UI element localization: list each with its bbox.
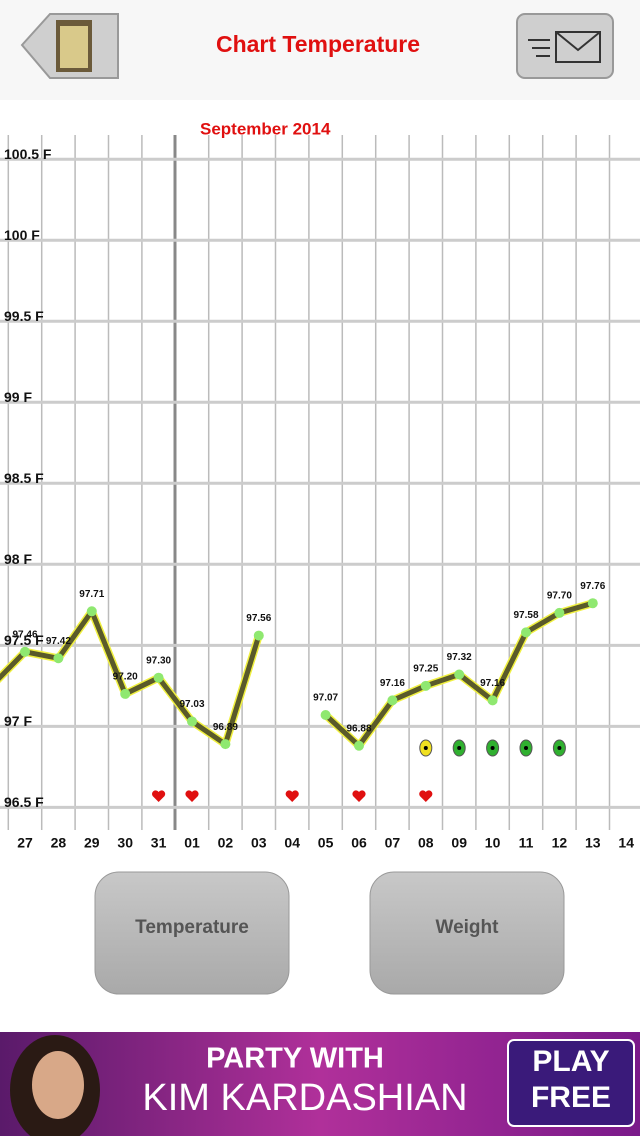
point <box>320 709 331 720</box>
chart-subtitle: September 2014 <box>200 119 331 138</box>
value-label: 97.71 <box>79 589 104 600</box>
heart-marker <box>419 790 433 802</box>
point <box>420 680 431 691</box>
point <box>120 688 131 699</box>
x-tick-label: 09 <box>451 835 467 851</box>
x-tick-label: 03 <box>251 835 267 851</box>
x-tick-label: 10 <box>485 835 501 851</box>
y-tick-label: 97.5 F <box>4 632 44 648</box>
value-label: 97.70 <box>547 591 572 602</box>
chart: 96.5 F 97 F 97.5 F 98 F 98.5 F 99 F 99.5 F 100 … <box>0 135 640 851</box>
point <box>86 606 97 617</box>
x-tick-label: 29 <box>84 835 100 851</box>
value-label: 97.30 <box>146 655 171 666</box>
dot-center <box>423 746 428 750</box>
value-label: 96.88 <box>346 723 371 734</box>
button-label: Weight <box>436 917 500 938</box>
heart-marker <box>185 790 199 802</box>
x-tick-label: 30 <box>117 835 133 851</box>
point <box>53 653 64 664</box>
x-tick-label: 05 <box>318 835 334 851</box>
y-tick-label: 97 F <box>4 713 32 729</box>
value-label: 97.32 <box>447 652 472 663</box>
button-label: Temperature <box>135 917 249 938</box>
point <box>387 695 398 706</box>
y-tick-label: 100.5 F <box>4 146 52 162</box>
x-tick-label: 07 <box>385 835 401 851</box>
value-label: 97.42 <box>46 636 71 647</box>
point <box>454 669 465 680</box>
heart-marker <box>151 790 166 802</box>
x-tick-label: 08 <box>418 835 434 851</box>
x-tick-label: 31 <box>151 835 167 851</box>
point <box>554 607 565 618</box>
y-tick-label: 100 F <box>4 227 40 243</box>
point <box>187 716 197 727</box>
y-tick-label: 98.5 F <box>4 470 44 486</box>
value-label: 97.58 <box>513 610 538 621</box>
mail-button[interactable] <box>516 13 614 79</box>
heart-marker <box>352 790 366 802</box>
value-label: 97.25 <box>413 663 438 674</box>
point <box>253 630 264 641</box>
value-label: 97.46 <box>12 629 37 640</box>
x-tick-label: 27 <box>17 835 33 851</box>
value-label: 97.07 <box>313 693 338 704</box>
point <box>20 646 30 657</box>
x-tick-label: 01 <box>184 835 200 851</box>
dot-center <box>557 746 562 750</box>
value-label: 96.89 <box>213 722 238 733</box>
ad-text: PARTY WITH <box>206 1043 384 1075</box>
y-tick-label: 96.5 F <box>4 794 44 810</box>
value-label: 97.16 <box>380 678 405 689</box>
ad-banner[interactable]: PARTY WITH KIM KARDASHIAN PLAY FREE <box>0 1032 640 1136</box>
x-tick-label: 14 <box>618 835 634 851</box>
x-tick-label: 11 <box>519 835 534 851</box>
point <box>220 739 231 750</box>
ad-text: KIM KARDASHIAN <box>142 1077 467 1119</box>
y-tick-label: 99 F <box>4 389 32 405</box>
point <box>354 740 364 751</box>
point <box>487 695 498 706</box>
value-label: 97.76 <box>580 581 605 592</box>
point <box>521 627 531 638</box>
x-tick-label: 02 <box>218 835 234 851</box>
x-tick-label: 04 <box>284 835 300 851</box>
x-tick-label: 12 <box>552 835 568 851</box>
ad-cta: FREE <box>531 1081 611 1114</box>
heart-marker <box>285 790 299 802</box>
value-label: 97.16 <box>480 678 505 689</box>
dot-center <box>490 746 495 750</box>
x-tick-label: 13 <box>585 835 601 851</box>
y-tick-label: 99.5 F <box>4 308 44 324</box>
back-button[interactable] <box>20 13 119 79</box>
value-label: 97.20 <box>113 672 138 683</box>
dot-center <box>524 746 528 750</box>
weight-button[interactable]: Weight <box>369 871 565 995</box>
x-tick-label: 06 <box>351 835 367 851</box>
screen-title: Chart Temperature <box>216 31 420 57</box>
y-tick-label: 98 F <box>4 551 32 567</box>
x-tick-label: 28 <box>51 835 67 851</box>
value-label: 97.56 <box>246 613 271 624</box>
temperature-button[interactable]: Temperature <box>94 871 290 995</box>
value-label: 97.03 <box>179 699 204 710</box>
dot-center <box>457 746 462 750</box>
point <box>587 598 598 609</box>
point <box>153 672 164 683</box>
ad-cta: PLAY <box>532 1045 609 1078</box>
